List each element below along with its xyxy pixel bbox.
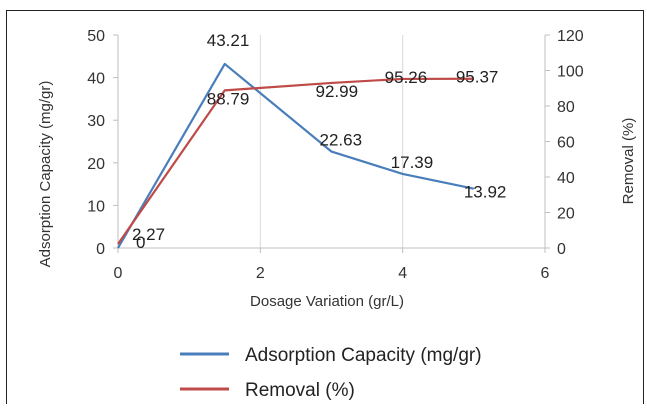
data-labels: 0 43.21 22.63 17.39 13.92 2.27 88.79 92.99 95.26… xyxy=(132,31,506,252)
y-tick-label-1: 10 xyxy=(87,198,105,215)
legend-label-adsorption: Adsorption Capacity (mg/gr) xyxy=(245,345,482,366)
data-label-adsorption-4: 13.92 xyxy=(464,183,507,202)
data-label-removal-0: 2.27 xyxy=(132,225,165,244)
y2-tick-label-3: 60 xyxy=(557,135,575,152)
y2-tick-label-0: 0 xyxy=(557,241,566,258)
y2-tick-label-6: 120 xyxy=(557,28,584,45)
y-tick-label-3: 30 xyxy=(87,113,105,130)
series-lines xyxy=(117,62,475,249)
y-tick-label-2: 20 xyxy=(87,156,105,173)
data-label-removal-3: 95.26 xyxy=(385,68,428,87)
x-tick-label-0: 0 xyxy=(114,265,123,282)
y-tick-label-5: 50 xyxy=(87,28,105,45)
y-axis-title: Adsorption Capacity (mg/gr) xyxy=(37,81,54,268)
y2-tick-label-2: 40 xyxy=(557,170,575,187)
data-label-adsorption-0: 0 xyxy=(136,233,145,252)
series-line-removal xyxy=(117,77,474,245)
legend-label-removal: Removal (%) xyxy=(245,380,355,401)
x-axis-title: Dosage Variation (gr/L) xyxy=(250,293,404,310)
data-label-removal-1: 88.79 xyxy=(207,89,250,108)
x-tick-label-2: 4 xyxy=(398,265,407,282)
data-label-removal-4: 95.37 xyxy=(456,68,499,87)
x-tick-label-3: 6 xyxy=(541,265,550,282)
y2-axis-title: Removal (%) xyxy=(620,118,637,205)
y-tick-label-4: 40 xyxy=(87,71,105,88)
y2-tick-label-5: 100 xyxy=(557,64,584,81)
x-tick-label-1: 2 xyxy=(256,265,265,282)
data-label-adsorption-1: 43.21 xyxy=(207,31,250,50)
data-label-adsorption-3: 17.39 xyxy=(391,153,434,172)
y2-tick-label-1: 20 xyxy=(557,206,575,223)
y-tick-label-0: 0 xyxy=(96,241,105,258)
y2-tick-label-4: 80 xyxy=(557,99,575,116)
data-label-adsorption-2: 22.63 xyxy=(320,131,363,150)
legend: Adsorption Capacity (mg/gr) Removal (%) xyxy=(180,345,482,401)
chart-frame: 0 2 4 6 0 10 20 30 40 50 0 20 40 60 80 100 120 0 43.21 22.… xyxy=(6,10,644,404)
series-line-adsorption xyxy=(117,62,475,249)
data-label-removal-2: 92.99 xyxy=(316,82,359,101)
